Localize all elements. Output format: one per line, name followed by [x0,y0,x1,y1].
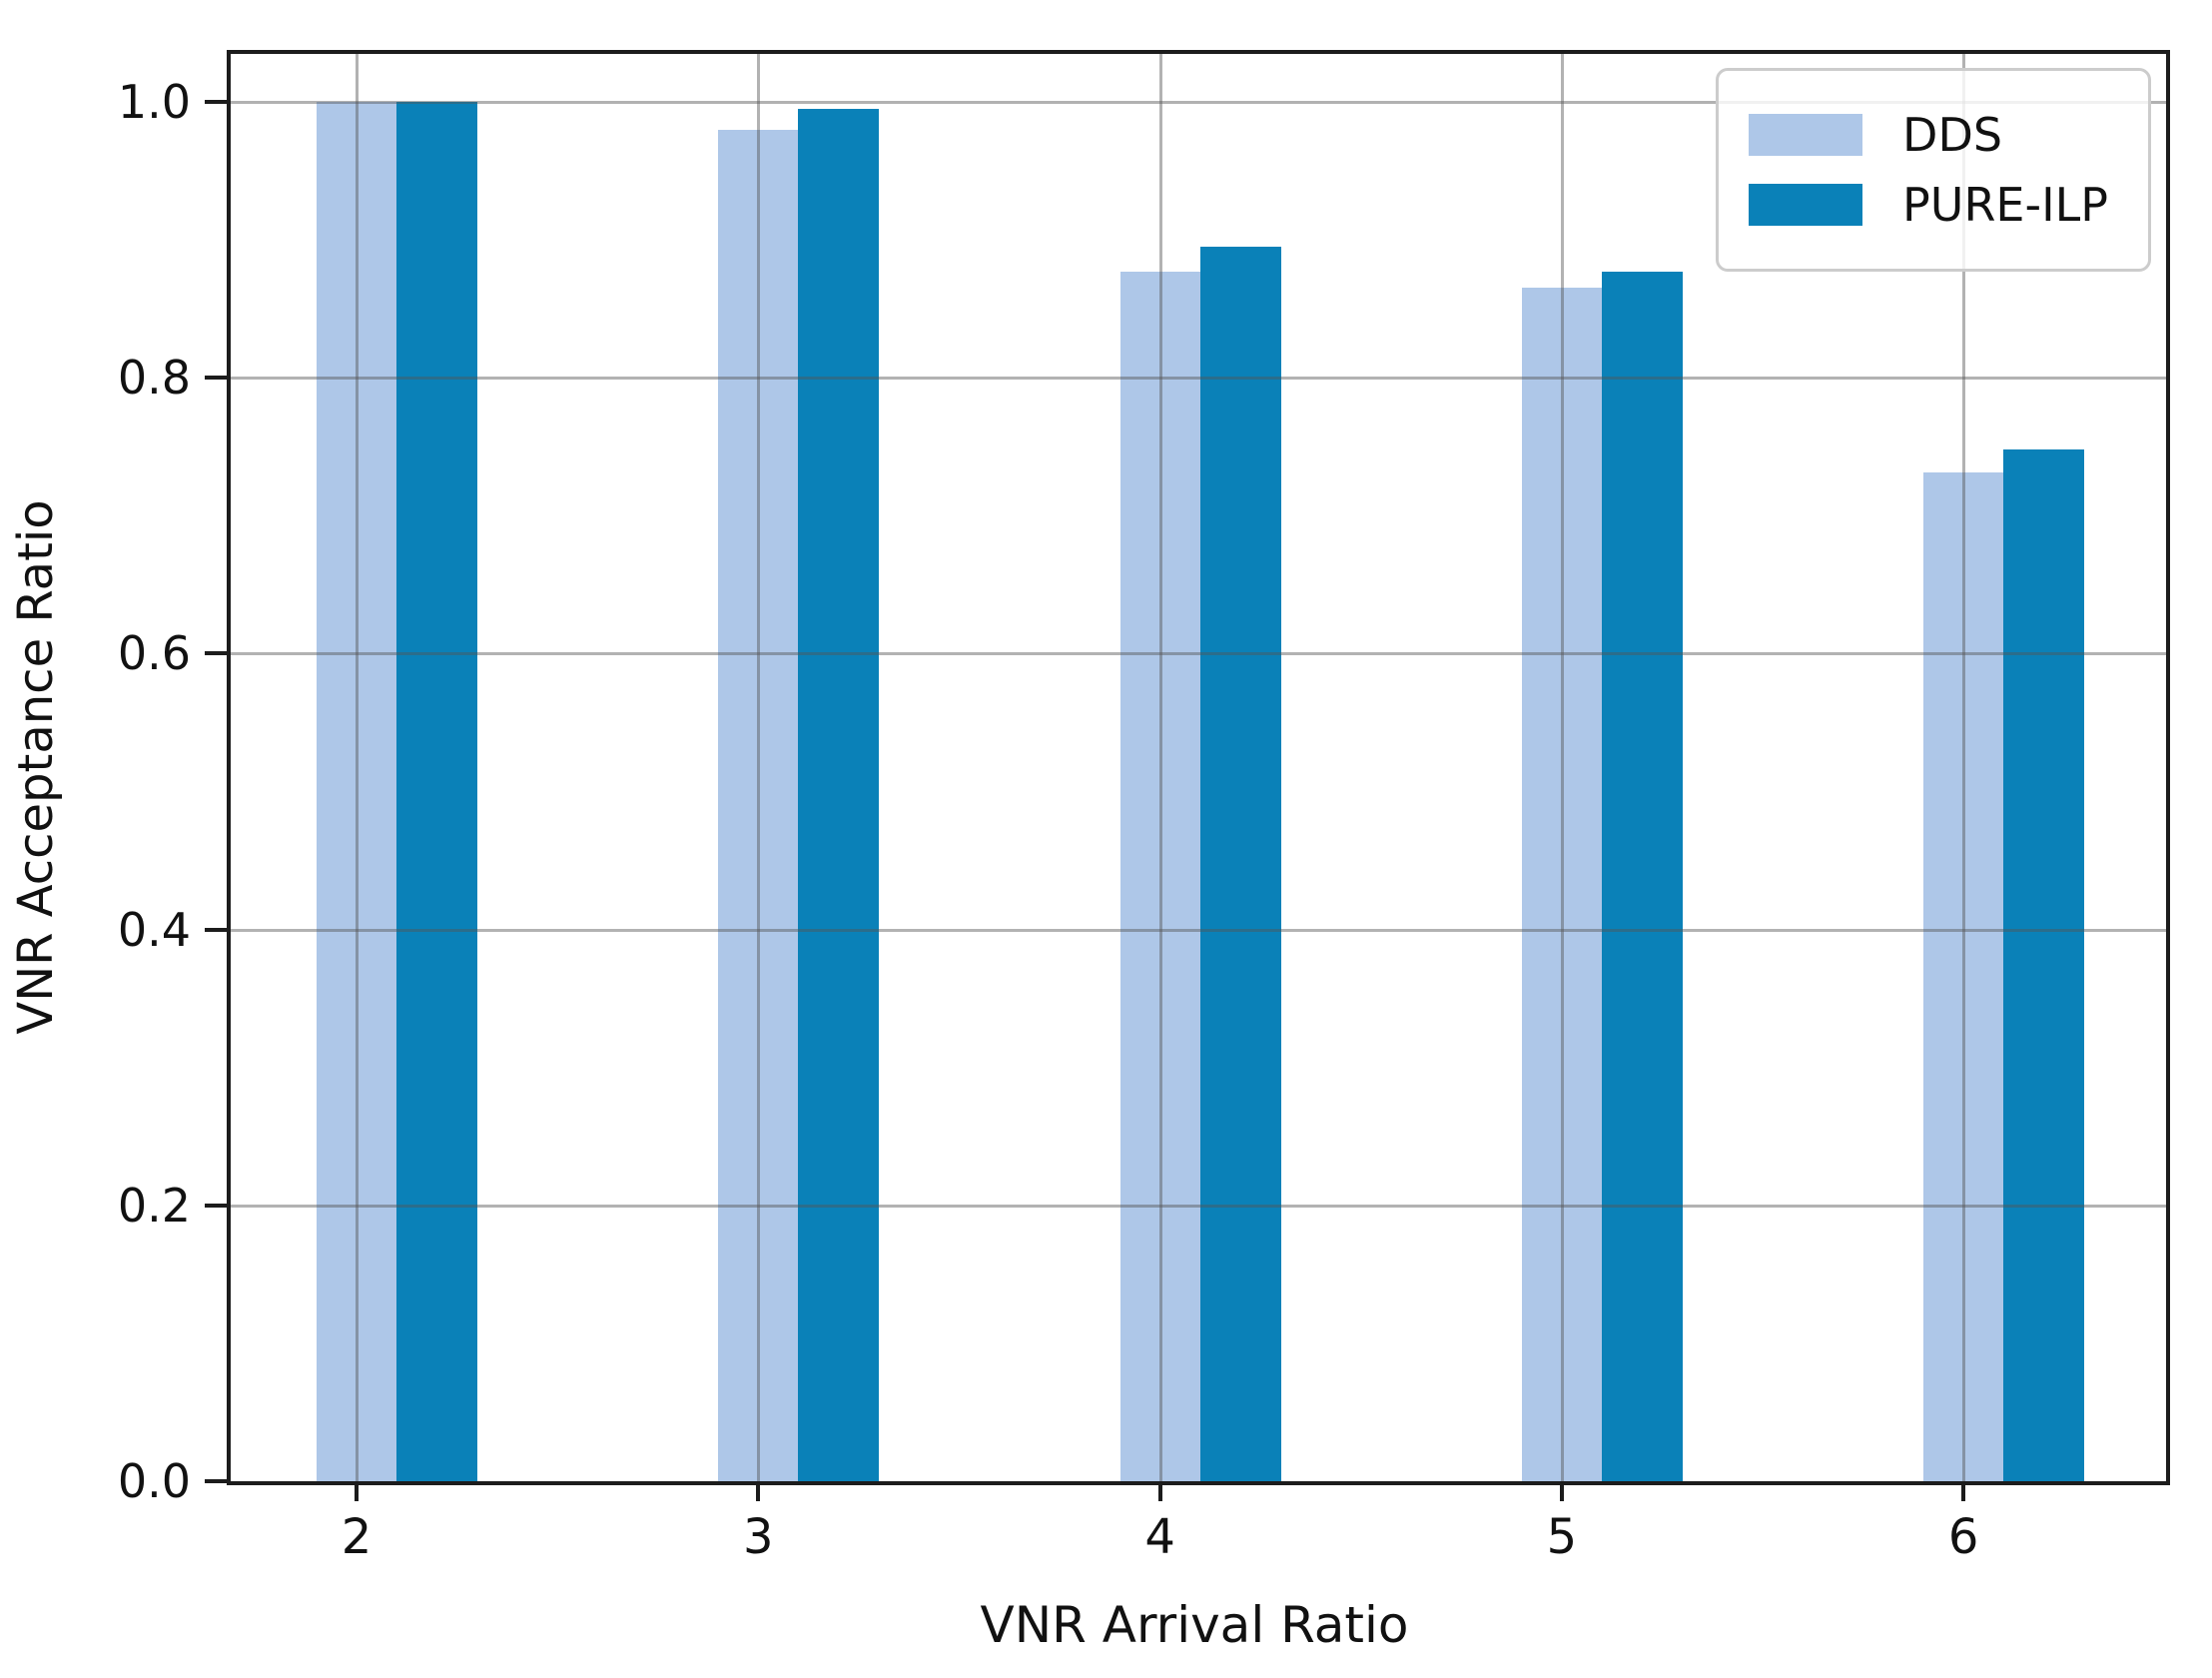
x-tick-2 [355,1481,359,1501]
x-tick-label-6: 6 [1947,1509,1979,1565]
x-tick-label-3: 3 [743,1509,774,1565]
gridline-v-3 [757,54,761,1481]
y-tick-0.4 [205,927,227,932]
gridline-h-0.8 [231,377,2166,381]
y-tick-1 [205,100,227,104]
legend: DDS PURE-ILP [1716,68,2151,272]
x-tick-label-4: 4 [1144,1509,1175,1565]
legend-label-dds: DDS [1902,108,2003,162]
y-tick-label-1: 1.0 [117,75,191,129]
x-tick-5 [1559,1481,1564,1501]
bar-dds-x2 [317,102,396,1481]
y-tick-label-0.4: 0.4 [117,902,191,957]
y-tick-label-0: 0.0 [117,1454,191,1508]
y-tick-0 [205,1479,227,1483]
legend-item-pure-ilp: PURE-ILP [1749,177,2108,233]
legend-swatch-dds [1749,114,1863,156]
bar-pure-ilp-x5 [1601,272,1683,1481]
x-tick-label-5: 5 [1546,1509,1578,1565]
gridline-h-0.4 [231,928,2166,932]
bar-dds-x4 [1119,272,1200,1481]
x-tick-6 [1961,1481,1966,1501]
gridline-v-4 [1158,54,1162,1481]
y-tick-label-0.2: 0.2 [117,1178,191,1233]
y-tick-0.6 [205,651,227,656]
y-tick-label-0.6: 0.6 [117,626,191,681]
bar-pure-ilp-x6 [2003,449,2085,1481]
bar-pure-ilp-x2 [396,102,477,1481]
legend-label-pure-ilp: PURE-ILP [1902,178,2108,232]
legend-swatch-pure-ilp [1749,184,1863,226]
gridline-v-5 [1560,54,1564,1481]
y-tick-label-0.8: 0.8 [117,351,191,406]
bar-dds-x6 [1923,472,2004,1481]
x-axis-title: VNR Arrival Ratio [980,1596,1409,1654]
gridline-v-6 [1962,54,1966,1481]
bar-pure-ilp-x3 [798,109,880,1481]
y-tick-0.2 [205,1203,227,1208]
gridline-h-0.2 [231,1204,2166,1208]
gridline-h-1 [231,101,2166,104]
legend-item-dds: DDS [1749,107,2108,163]
bar-dds-x5 [1521,288,1602,1481]
x-tick-4 [1157,1481,1162,1501]
gridline-h-0.6 [231,652,2166,656]
y-tick-0.8 [205,376,227,381]
bar-dds-x3 [718,130,799,1481]
gridline-v-2 [356,54,359,1481]
x-tick-3 [756,1481,761,1501]
bar-pure-ilp-x4 [1199,247,1281,1481]
x-tick-label-2: 2 [341,1509,372,1565]
plot-area: DDS PURE-ILP 0.0 0.2 0.4 0.6 0.8 1.0 2 3 4 5 6 [118,50,2170,1563]
